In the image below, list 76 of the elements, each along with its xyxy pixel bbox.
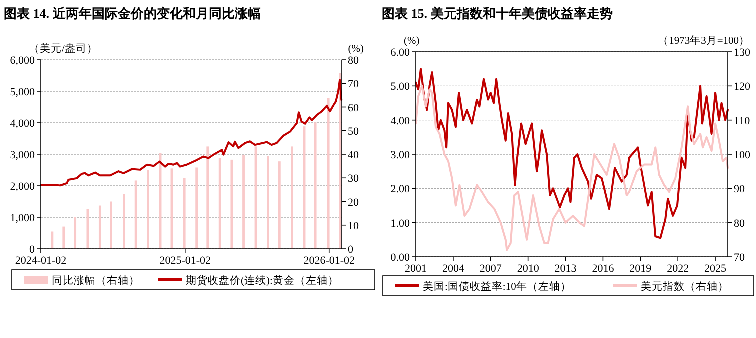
bar: [86, 209, 90, 249]
y-tick-label: 3.00: [390, 150, 410, 162]
legend-label: 美元指数（右轴）: [641, 280, 729, 293]
y2-tick-label: 20: [348, 196, 360, 209]
bar: [339, 73, 342, 249]
x-tick-label: 2001: [405, 263, 427, 275]
bar: [98, 206, 102, 249]
y-tick-label: 1.00: [390, 218, 410, 230]
x-tick-label: 2016: [592, 263, 615, 275]
bar: [230, 160, 234, 249]
y2-tick-label: 10: [348, 220, 360, 232]
x-tick-label: 2024-01-02: [15, 255, 67, 267]
line-series: [415, 85, 729, 252]
y2-tick-label: 40: [348, 150, 360, 162]
y-tick-label: 6.00: [390, 47, 410, 59]
bar: [147, 170, 150, 249]
y2-tick-label: 80: [348, 55, 360, 67]
y2-tick-label: 90: [734, 184, 746, 196]
y2-tick-label: 50: [348, 126, 360, 138]
x-tick-label: 2010: [517, 263, 540, 275]
bar: [314, 122, 317, 249]
line-series: [40, 79, 343, 187]
bar: [278, 162, 281, 249]
y2-tick-label: 120: [734, 81, 751, 94]
x-tick-label: 2025-01-02: [160, 255, 212, 267]
y-tick-label: 4.00: [390, 115, 410, 128]
bar: [183, 178, 186, 249]
bar: [267, 156, 270, 249]
bar: [206, 146, 210, 249]
y-tick-label: 3,000: [10, 150, 36, 162]
bar: [123, 194, 126, 249]
bar: [51, 232, 54, 249]
x-tick-label: 2019: [630, 263, 652, 275]
x-tick-label: 2007: [480, 263, 502, 275]
y-tick-label: 2,000: [10, 181, 36, 193]
y2-tick-label: 100: [734, 150, 751, 162]
legend-label: 期货收盘价(连续):黄金（左轴）: [186, 274, 339, 287]
line-series: [415, 68, 729, 240]
bar: [134, 180, 138, 249]
y-tick-label: 6,000: [10, 55, 36, 67]
y2-tick-label: 70: [348, 78, 360, 91]
bar: [196, 168, 198, 249]
bar: [242, 154, 245, 249]
legend-label: 同比涨幅（右轴）: [52, 274, 140, 287]
y2-tick-label: 30: [348, 173, 360, 186]
y-tick-label: 5,000: [10, 86, 36, 98]
bar: [62, 226, 66, 249]
y-tick-label: 2.00: [390, 184, 410, 196]
bar: [218, 158, 222, 249]
x-tick-label: 2022: [667, 263, 690, 275]
chart-title: 图表 15. 美元指数和十年美债收益率走势: [382, 6, 613, 21]
x-tick-label: 2004: [442, 263, 465, 275]
chart-title: 图表 14. 近两年国际金价的变化和月同比涨幅: [4, 6, 261, 21]
bar: [291, 146, 294, 249]
legend-label: 美国:国债收益率:10年（左轴）: [423, 280, 572, 293]
y2-tick-label: 0: [348, 244, 354, 256]
bar: [110, 202, 112, 249]
y-tick-label: 0: [30, 244, 36, 256]
bar: [327, 98, 330, 249]
y2-tick-label: 110: [734, 115, 751, 128]
y2-tick-label: 70: [734, 252, 746, 264]
y-tick-label: 1,000: [10, 212, 36, 224]
y2-axis-title: （1973年3月=100）: [658, 35, 750, 47]
y-axis-title: (%): [404, 36, 420, 47]
x-tick-label: 2025: [704, 263, 728, 275]
y-axis-title: （美元/盎司）: [29, 42, 98, 55]
x-tick-label: 2026-01-02: [304, 255, 356, 267]
bar: [74, 217, 77, 249]
y2-tick-label: 80: [734, 218, 746, 230]
y-tick-label: 0.00: [390, 252, 410, 264]
y2-tick-label: 130: [734, 47, 751, 59]
x-tick-label: 2013: [554, 263, 578, 275]
y2-axis-title: (%): [348, 44, 364, 55]
y-tick-label: 4,000: [10, 118, 36, 130]
y2-tick-label: 60: [348, 102, 360, 114]
y-tick-label: 5.00: [390, 81, 410, 94]
